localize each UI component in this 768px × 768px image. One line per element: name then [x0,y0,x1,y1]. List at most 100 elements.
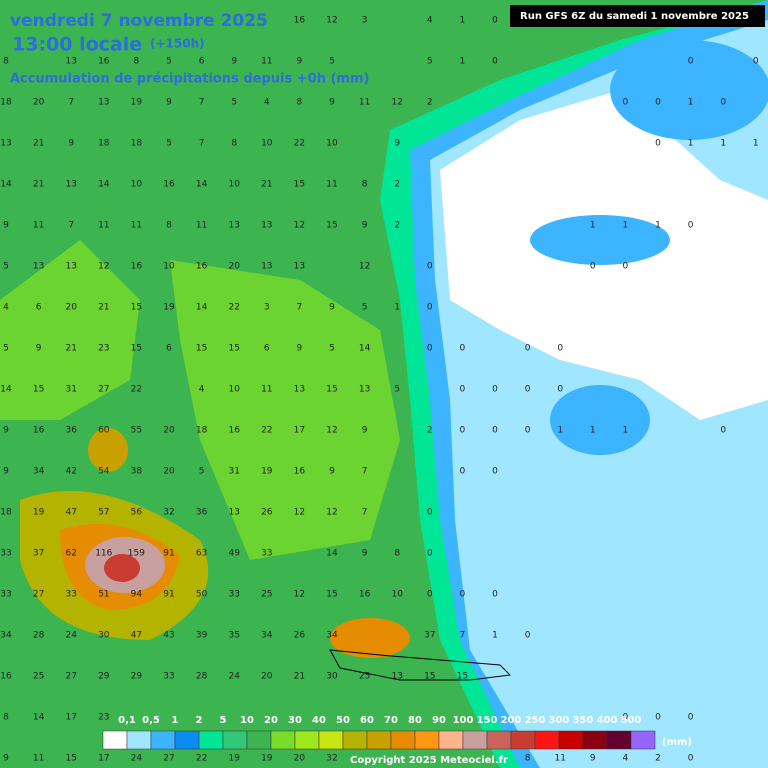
grid-value: 20 [228,262,240,272]
grid-value: 116 [95,549,112,559]
grid-value: 14 [98,180,110,190]
grid-value: 13 [359,385,370,395]
grid-value: 5 [427,57,433,67]
grid-value: 0 [557,385,563,395]
grid-value: 9 [3,467,9,477]
grid-value: 7 [68,221,74,231]
grid-value: 11 [33,754,44,764]
grid-value: 22 [294,139,305,149]
grid-value: 20 [261,672,273,682]
grid-value: 0 [427,549,433,559]
grid-value: 5 [231,98,237,108]
grid-value: 4 [199,385,205,395]
grid-value: 0 [688,754,694,764]
grid-value: 21 [33,180,44,190]
legend-label: 0,5 [142,715,160,726]
grid-value: 7 [460,631,466,641]
grid-value: 22 [196,754,207,764]
run-info: Run GFS 6Z du samedi 1 novembre 2025 [520,11,749,22]
grid-value: 9 [68,139,74,149]
color-box [438,730,464,750]
grid-value: 20 [65,303,77,313]
grid-value: 1 [623,221,629,231]
grid-value: 33 [163,672,174,682]
grid-value: 20 [163,467,175,477]
grid-value: 9 [394,139,400,149]
grid-value: 12 [294,508,305,518]
grid-value: 1 [394,303,400,313]
grid-value: 32 [163,508,174,518]
grid-value: 5 [199,467,205,477]
grid-value: 47 [65,508,76,518]
grid-value: 57 [98,508,109,518]
grid-value: 12 [326,16,337,26]
grid-value: 0 [590,262,596,272]
sea [610,40,768,140]
grid-value: 56 [131,508,143,518]
grid-value: 33 [0,549,11,559]
grid-value: 13 [294,385,305,395]
grid-value: 9 [362,426,368,436]
grid-value: 13 [261,221,272,231]
legend-label: 350 [573,715,594,726]
grid-value: 2 [394,221,400,231]
grid-value: 0 [492,467,498,477]
grid-value: 10 [261,139,273,149]
grid-value: 16 [228,426,240,436]
grid-value: 49 [228,549,240,559]
legend-label: 60 [360,715,374,726]
grid-value: 1 [460,16,466,26]
grid-value: 10 [326,139,338,149]
grid-value: 27 [65,672,76,682]
color-box [606,730,632,750]
grid-value: 0 [492,57,498,67]
grid-value: 8 [166,221,172,231]
grid-value: 28 [196,672,208,682]
grid-value: 7 [68,98,74,108]
grid-value: 15 [131,344,142,354]
legend-label: 90 [432,715,446,726]
grid-value: 9 [590,754,596,764]
grid-value: 15 [457,672,468,682]
grid-value: 1 [460,57,466,67]
grid-value: 5 [166,139,172,149]
grid-value: 9 [362,549,368,559]
grid-value: 3 [264,303,270,313]
grid-value: 11 [98,221,109,231]
grid-value: 14 [0,385,12,395]
grid-value: 8 [231,139,237,149]
grid-value: 5 [329,57,335,67]
grid-value: 1 [590,426,596,436]
sea [530,215,670,265]
grid-value: 37 [424,631,435,641]
grid-value: 91 [163,549,174,559]
grid-value: 6 [199,57,205,67]
grid-value: 19 [131,98,143,108]
field [170,260,400,560]
grid-value: 38 [131,467,143,477]
grid-value: 9 [297,57,303,67]
grid-value: 7 [362,508,368,518]
grid-value: 9 [3,754,9,764]
grid-value: 0 [492,590,498,600]
legend-label: 70 [384,715,398,726]
grid-value: 34 [0,631,12,641]
grid-value: 13 [261,262,272,272]
grid-value: 14 [326,549,338,559]
grid-value: 51 [98,590,109,600]
grid-value: 1 [655,221,661,231]
grid-value: 37 [33,549,44,559]
grid-value: 11 [359,98,370,108]
grid-value: 10 [391,590,403,600]
subtitle: Accumulation de précipitations depuis +0… [10,72,369,87]
legend-label: 1 [172,715,179,726]
time: 13:00 locale [12,34,142,56]
grid-value: 13 [228,508,239,518]
grid-value: 0 [460,385,466,395]
legend-label: 100 [453,715,474,726]
grid-value: 13 [33,262,44,272]
grid-value: 12 [359,262,370,272]
grid-value: 0 [525,631,531,641]
legend-unit: (mm) [662,737,692,748]
grid-value: 21 [261,180,272,190]
